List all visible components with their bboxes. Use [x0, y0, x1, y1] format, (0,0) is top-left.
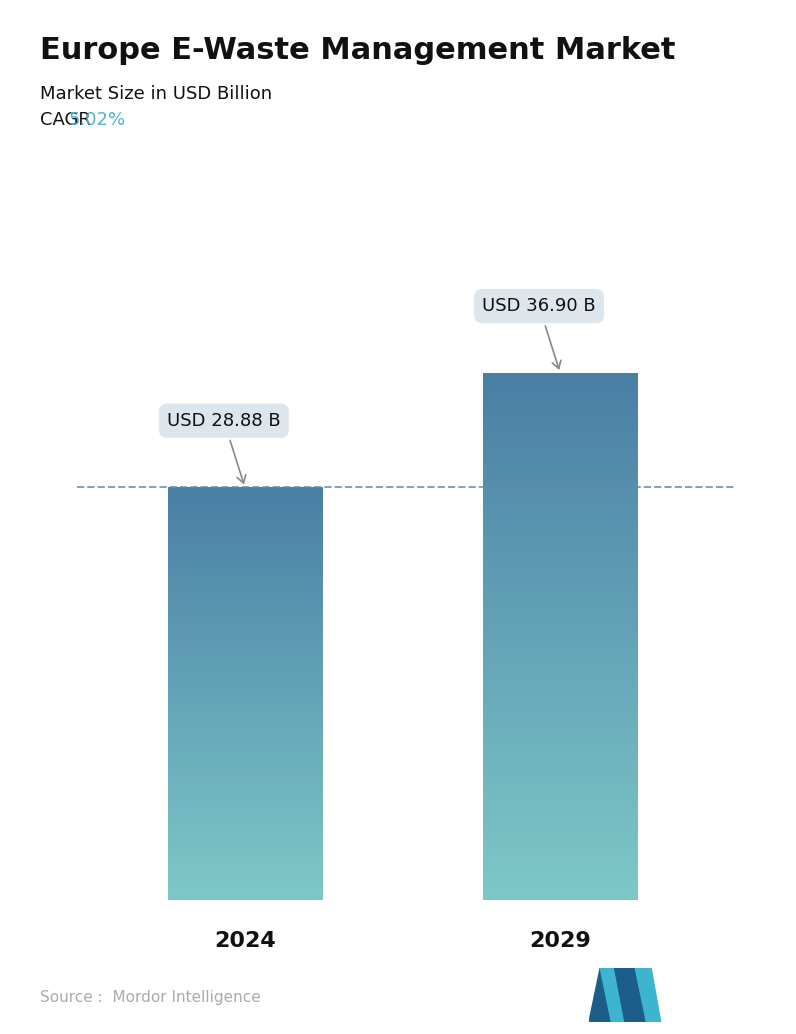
Polygon shape [635, 968, 661, 1022]
Text: USD 36.90 B: USD 36.90 B [482, 297, 596, 368]
Text: 2024: 2024 [214, 931, 275, 951]
Text: CAGR: CAGR [40, 111, 96, 128]
Text: Europe E-Waste Management Market: Europe E-Waste Management Market [40, 36, 675, 65]
Text: Source :  Mordor Intelligence: Source : Mordor Intelligence [40, 990, 260, 1005]
Polygon shape [615, 968, 646, 1022]
Polygon shape [589, 968, 611, 1022]
Text: Market Size in USD Billion: Market Size in USD Billion [40, 85, 272, 102]
Text: USD 28.88 B: USD 28.88 B [167, 412, 281, 483]
Polygon shape [600, 968, 625, 1022]
Text: 5.02%: 5.02% [68, 111, 126, 128]
Text: 2029: 2029 [529, 931, 591, 951]
